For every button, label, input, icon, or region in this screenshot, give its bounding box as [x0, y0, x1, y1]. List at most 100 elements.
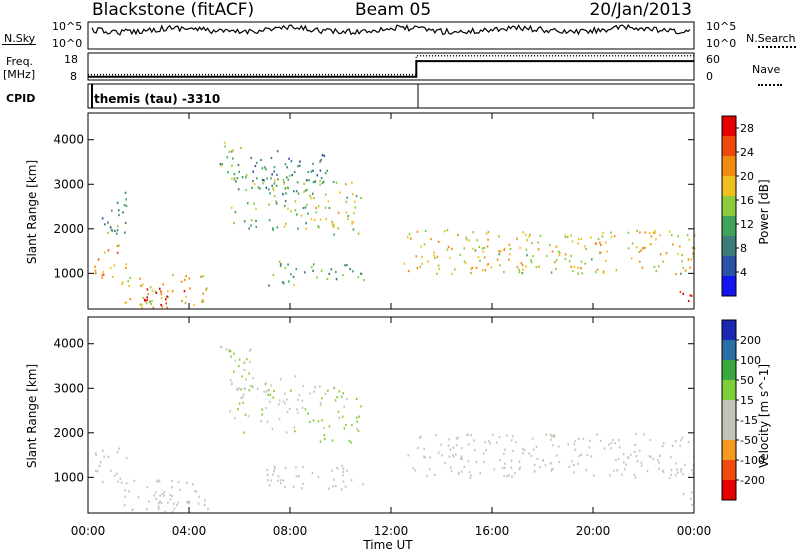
- data-cell-1-4: [271, 427, 274, 430]
- data-cell-0-9: [516, 266, 519, 269]
- data-cell-0-9: [594, 271, 597, 274]
- data-cell-1-4: [293, 426, 296, 429]
- data-cell-0-5: [294, 200, 297, 203]
- data-cell-0-9: [662, 260, 664, 263]
- data-cell-1-4: [288, 407, 291, 410]
- data-cell-0-8: [268, 284, 270, 287]
- data-cell-1-0: [102, 480, 104, 483]
- data-cell-1-4: [238, 387, 241, 390]
- data-cell-1-1: [164, 510, 166, 513]
- data-cell-0-3: [165, 302, 167, 305]
- data-cell-0-9: [692, 252, 694, 255]
- data-cell-1-6: [270, 479, 272, 482]
- cpid-label: CPID: [6, 92, 36, 105]
- ytick-label-1-0: 1000: [53, 470, 84, 484]
- data-cell-0-9: [499, 264, 501, 267]
- cbtick-label-1-3: 15: [740, 394, 754, 407]
- colorbar-segment-0-7: [722, 136, 736, 156]
- data-cell-1-7: [530, 454, 533, 458]
- data-cell-0-9: [472, 247, 474, 250]
- data-cell-0-7: [315, 206, 317, 210]
- data-cell-0-0: [97, 258, 100, 261]
- data-cell-0-9: [557, 250, 560, 253]
- data-cell-1-7: [623, 461, 625, 464]
- data-cell-0-9: [631, 242, 634, 245]
- data-cell-0-6: [282, 193, 284, 196]
- data-cell-1-2: [188, 500, 191, 503]
- data-cell-1-4: [278, 403, 280, 406]
- data-cell-0-9: [601, 235, 604, 238]
- nsky-line: [2, 44, 36, 46]
- data-cell-0-2: [121, 282, 123, 285]
- data-cell-0-2: [180, 280, 183, 283]
- data-cell-1-5: [348, 439, 351, 442]
- colorbar-segment-0-8: [722, 116, 736, 136]
- data-cell-0-9: [484, 269, 487, 272]
- data-cell-1-0: [117, 480, 119, 483]
- data-cell-0-2: [152, 306, 155, 309]
- data-cell-0-9: [424, 229, 427, 232]
- data-cell-1-6: [277, 475, 280, 478]
- data-cell-1-6: [279, 479, 282, 482]
- data-cell-0-10: [679, 290, 682, 293]
- data-cell-0-9: [535, 266, 538, 269]
- data-cell-1-7: [676, 471, 679, 474]
- data-cell-1-1: [163, 491, 166, 494]
- data-cell-0-9: [470, 267, 472, 270]
- data-cell-1-4: [298, 394, 300, 397]
- data-cell-1-3: [225, 348, 228, 351]
- data-cell-1-2: [157, 505, 160, 508]
- data-cell-1-4: [284, 392, 286, 395]
- data-cell-0-9: [471, 266, 474, 269]
- data-cell-1-7: [450, 466, 452, 469]
- data-cell-0-2: [166, 306, 168, 309]
- data-cell-0-0: [95, 272, 97, 275]
- data-cell-1-7: [624, 468, 626, 471]
- plot-title: Blackstone (fitACF): [92, 0, 255, 20]
- data-cell-0-2: [184, 301, 187, 305]
- data-cell-0-9: [463, 260, 466, 263]
- data-cell-1-7: [684, 463, 686, 466]
- data-cell-0-9: [545, 254, 548, 258]
- data-cell-0-5: [300, 214, 303, 217]
- data-cell-1-1: [207, 507, 209, 510]
- data-cell-1-7: [508, 474, 510, 477]
- data-cell-1-5: [319, 440, 322, 443]
- data-cell-0-2: [127, 280, 129, 283]
- data-cell-0-9: [692, 246, 694, 249]
- data-cell-0-5: [310, 197, 312, 200]
- data-cell-1-5: [323, 434, 326, 437]
- data-cell-1-7: [613, 469, 615, 472]
- data-cell-0-5: [283, 182, 285, 185]
- data-cell-0-2: [189, 287, 191, 290]
- data-cell-0-6: [312, 181, 315, 184]
- data-cell-0-6: [269, 192, 271, 195]
- data-cell-1-1: [179, 488, 181, 491]
- data-cell-1-7: [498, 436, 501, 439]
- data-cell-1-3: [234, 359, 237, 362]
- cbtick-label-0-2: 12: [740, 218, 754, 231]
- data-cell-0-4: [240, 146, 242, 149]
- data-cell-0-5: [250, 219, 253, 222]
- nsearch-label: N.Search: [746, 32, 796, 45]
- data-cell-1-1: [148, 500, 150, 503]
- data-cell-0-9: [605, 241, 607, 244]
- data-cell-0-9: [419, 265, 421, 268]
- xtick-label-2: 08:00: [273, 524, 308, 538]
- data-cell-1-6: [295, 475, 298, 478]
- data-cell-1-5: [337, 410, 340, 413]
- data-cell-1-3: [220, 345, 222, 348]
- data-cell-0-9: [416, 230, 419, 233]
- data-cell-0-9: [672, 243, 674, 246]
- data-cell-1-5: [355, 397, 358, 400]
- data-cell-0-9: [525, 265, 527, 268]
- data-cell-0-7: [328, 206, 331, 210]
- data-cell-0-1: [125, 204, 128, 207]
- data-cell-0-6: [270, 156, 273, 160]
- data-cell-1-6: [301, 487, 303, 490]
- data-cell-1-7: [588, 446, 591, 449]
- data-cell-1-7: [484, 441, 486, 444]
- data-cell-0-5: [302, 207, 305, 210]
- data-cell-0-9: [570, 265, 573, 268]
- data-cell-1-6: [277, 479, 279, 482]
